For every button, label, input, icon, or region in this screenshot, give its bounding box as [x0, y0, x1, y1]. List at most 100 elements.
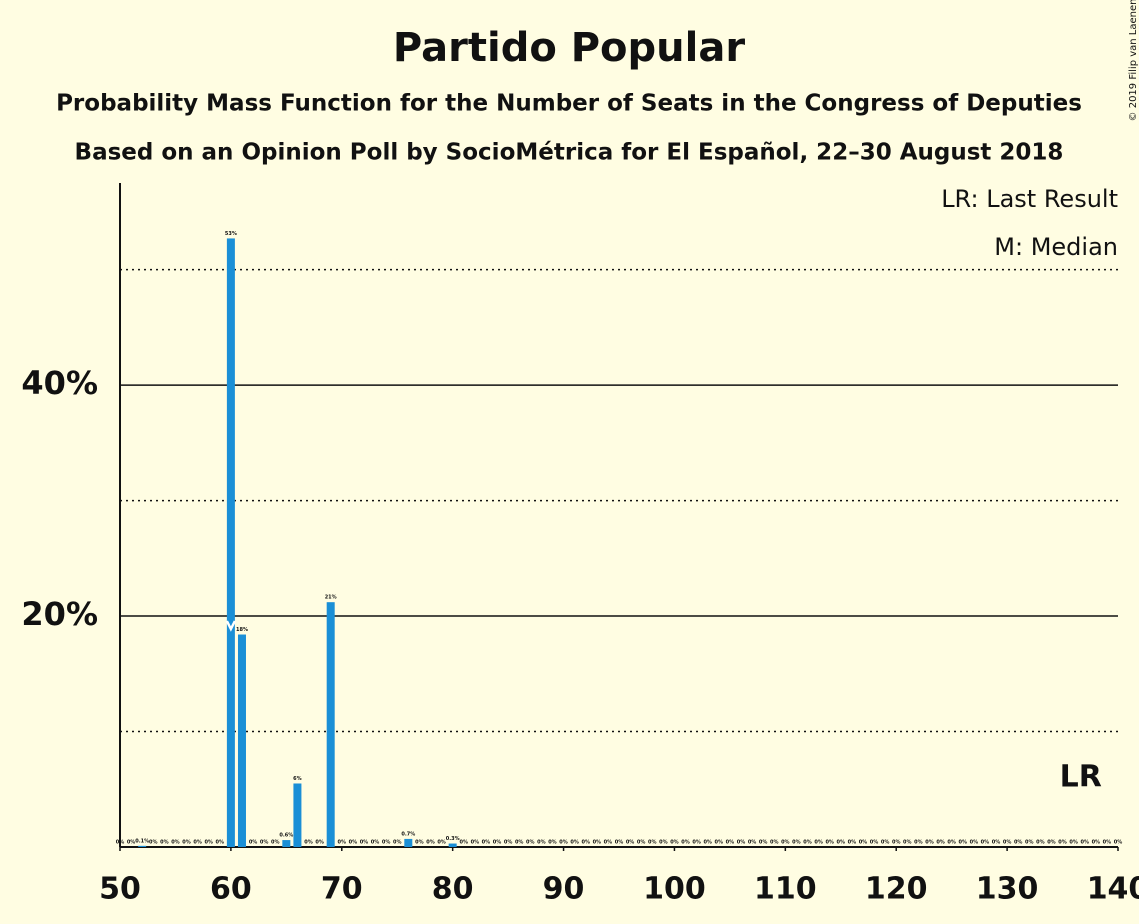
value-label: 0% [160, 840, 169, 846]
last-result-label: LR [1060, 760, 1102, 795]
value-label: 0% [859, 840, 868, 846]
value-label: 0% [149, 840, 158, 846]
chart-subtitle: Based on an Opinion Poll by SocioMétrica… [75, 140, 1064, 166]
bar [293, 783, 302, 847]
value-label: 0% [981, 840, 990, 846]
value-label: 0% [315, 840, 324, 846]
value-label: 0% [171, 840, 180, 846]
value-label: 0% [715, 840, 724, 846]
value-label: 0% [803, 840, 812, 846]
value-label: 0% [382, 840, 391, 846]
value-label: 0% [748, 840, 757, 846]
value-label: 0% [249, 840, 258, 846]
value-label: 0% [116, 840, 125, 846]
value-label: 0% [182, 840, 191, 846]
value-label: 0% [604, 840, 613, 846]
value-label: 0% [1047, 840, 1056, 846]
value-label: 0% [216, 840, 225, 846]
value-label: 0% [1025, 840, 1034, 846]
value-label: 0% [781, 840, 790, 846]
value-label: 0% [837, 840, 846, 846]
x-tick-label: 140 [1087, 872, 1139, 907]
value-label: 0% [825, 840, 834, 846]
value-label: 0% [703, 840, 712, 846]
value-label: 0% [437, 840, 446, 846]
value-label: 0% [593, 840, 602, 846]
x-tick-label: 100 [643, 872, 706, 907]
value-label: 0% [681, 840, 690, 846]
value-label: 0% [504, 840, 513, 846]
bar [326, 602, 335, 847]
value-label: 0% [1003, 840, 1012, 846]
value-label: 0.6% [279, 833, 293, 839]
value-label: 0% [493, 840, 502, 846]
bar [226, 238, 235, 847]
value-label: 0.1% [135, 838, 149, 844]
value-label: 0% [393, 840, 402, 846]
value-label: 0% [992, 840, 1001, 846]
value-label: 0% [204, 840, 213, 846]
copyright: © 2019 Filip van Laenen [1128, 0, 1139, 121]
value-label: 0% [759, 840, 768, 846]
value-label: 0% [903, 840, 912, 846]
x-tick-label: 50 [99, 872, 141, 907]
value-label: 21% [325, 595, 337, 601]
value-label: 0% [670, 840, 679, 846]
value-label: 0% [637, 840, 646, 846]
value-label: 0% [570, 840, 579, 846]
chart-subtitle: Probability Mass Function for the Number… [56, 91, 1082, 117]
x-tick-label: 130 [976, 872, 1039, 907]
value-label: 0% [526, 840, 535, 846]
y-tick-label: 20% [21, 595, 98, 633]
value-label: 0% [127, 840, 136, 846]
value-label: 0% [349, 840, 358, 846]
value-label: 53% [225, 231, 237, 237]
chart-title: Partido Popular [393, 25, 745, 71]
bar [138, 845, 147, 847]
value-label: 0% [881, 840, 890, 846]
value-label: 0% [1069, 840, 1078, 846]
x-tick-label: 60 [210, 872, 252, 907]
x-tick-label: 90 [543, 872, 585, 907]
value-label: 0% [914, 840, 923, 846]
value-label: 0% [559, 840, 568, 846]
x-tick-label: 70 [321, 872, 363, 907]
value-label: 0% [271, 840, 280, 846]
value-label: 0% [460, 840, 469, 846]
value-label: 0% [737, 840, 746, 846]
value-label: 0% [193, 840, 202, 846]
value-label: 0% [548, 840, 557, 846]
value-label: 0% [1058, 840, 1067, 846]
value-label: 0% [581, 840, 590, 846]
value-label: 0% [814, 840, 823, 846]
value-label: 0% [626, 840, 635, 846]
value-label: 0% [925, 840, 934, 846]
value-label: 0% [848, 840, 857, 846]
x-tick-label: 80 [432, 872, 474, 907]
bar [404, 838, 413, 847]
value-label: 0% [892, 840, 901, 846]
value-label: 0% [371, 840, 380, 846]
value-label: 0% [947, 840, 956, 846]
bar [237, 634, 246, 847]
value-label: 0% [870, 840, 879, 846]
value-label: 0% [338, 840, 347, 846]
value-label: 0% [260, 840, 269, 846]
value-label: 0% [1092, 840, 1101, 846]
value-label: 0% [936, 840, 945, 846]
value-label: 0% [659, 840, 668, 846]
value-label: 0% [1014, 840, 1023, 846]
value-label: 0% [1103, 840, 1112, 846]
legend-entry: LR: Last Result [941, 185, 1118, 213]
value-label: 0% [1036, 840, 1045, 846]
value-label: 0.3% [446, 836, 460, 842]
value-label: 0% [692, 840, 701, 846]
value-label: 6% [293, 776, 302, 782]
bar [282, 840, 291, 847]
y-tick-label: 40% [21, 364, 98, 402]
value-label: 0% [792, 840, 801, 846]
bar [448, 843, 457, 847]
legend-entry: M: Median [994, 233, 1118, 261]
value-label: 0% [1080, 840, 1089, 846]
